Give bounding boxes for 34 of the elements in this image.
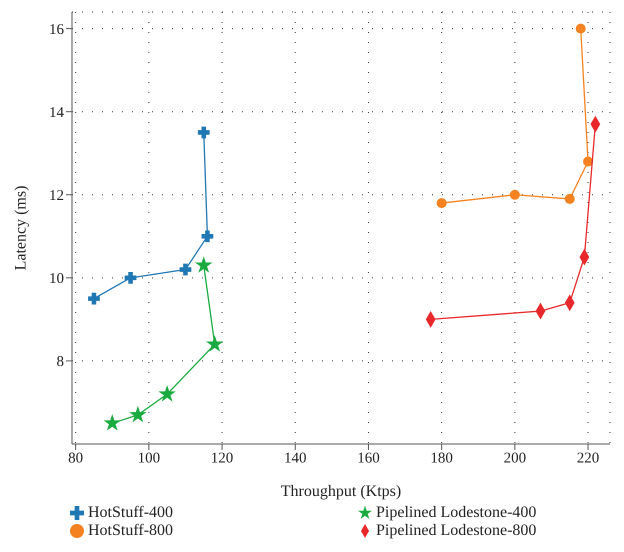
x-tick-label: 100: [138, 450, 160, 467]
point: [583, 156, 594, 167]
legend-label: Pipelined Lodestone-400: [376, 504, 538, 522]
point: [564, 194, 575, 204]
point: [198, 126, 210, 138]
point: [104, 415, 120, 430]
x-axis-title: Throughput (Ktps): [280, 483, 402, 500]
x-tick-label: 120: [210, 450, 234, 467]
point: [124, 272, 136, 284]
point: [510, 190, 520, 200]
y-axis-title: Latency (ms): [12, 186, 30, 270]
y-tick-label: 16: [49, 22, 64, 38]
point: [130, 406, 146, 422]
legend-label: Pipelined Lodestone-800: [376, 522, 538, 540]
point: [207, 336, 222, 351]
y-tick-label: 12: [49, 188, 64, 204]
point: [180, 264, 192, 276]
point: [576, 24, 586, 34]
x-tick-label: 200: [504, 450, 526, 467]
legend-label: HotStuff-400: [88, 504, 174, 522]
point: [196, 257, 212, 272]
x-tick-label: 140: [284, 450, 306, 467]
x-tick-label: 220: [576, 450, 600, 467]
x-tick-label: 80: [68, 450, 84, 467]
x-tick-label: 160: [357, 450, 380, 467]
x-tick-label: 180: [430, 450, 453, 467]
y-tick-label: 10: [49, 271, 64, 288]
point: [436, 198, 447, 208]
point: [159, 386, 175, 401]
y-tick-label: 8: [56, 354, 64, 370]
point: [202, 230, 214, 242]
legend-label: HotStuff-800: [88, 522, 174, 540]
point: [88, 292, 100, 304]
y-tick-label: 14: [49, 105, 64, 122]
